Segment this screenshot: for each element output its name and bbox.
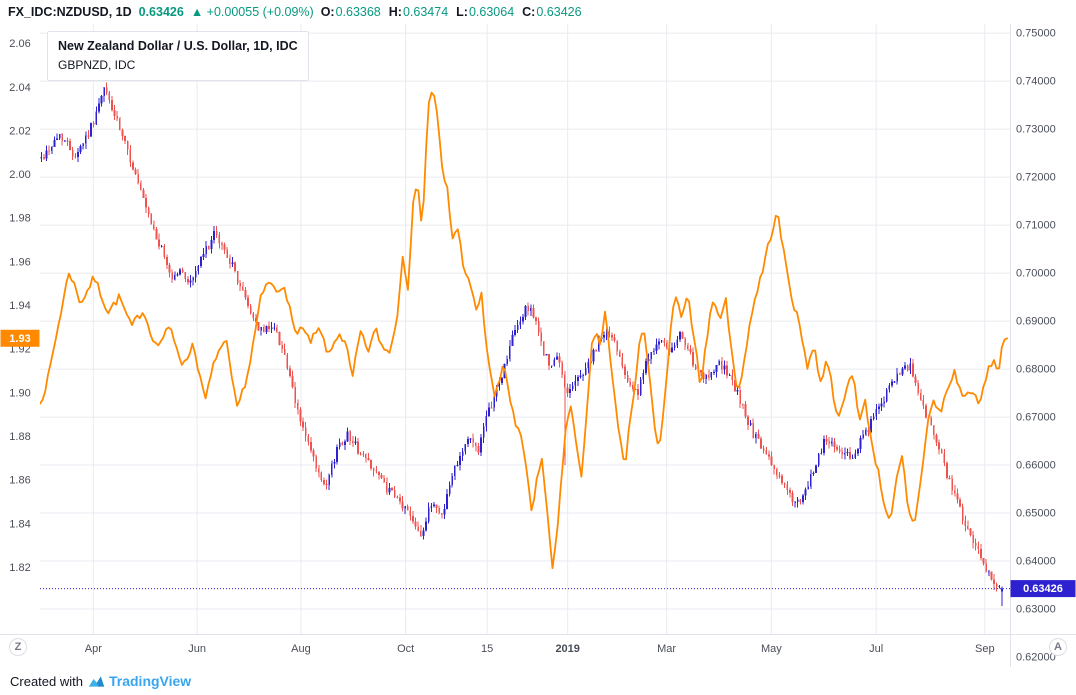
svg-text:Sep: Sep	[975, 643, 995, 655]
svg-text:1.88: 1.88	[9, 431, 30, 443]
svg-text:2019: 2019	[555, 643, 579, 655]
svg-text:1.82: 1.82	[9, 562, 30, 574]
auto-scale-button[interactable]: A	[1049, 638, 1067, 656]
svg-text:0.74000: 0.74000	[1016, 76, 1056, 88]
price-change: ▲ +0.00055 (+0.09%)	[190, 5, 314, 19]
symbol-name[interactable]: FX_IDC:NZDUSD, 1D	[8, 5, 132, 19]
svg-text:0.69000: 0.69000	[1016, 316, 1056, 328]
svg-text:0.63426: 0.63426	[1023, 583, 1063, 595]
attribution-footer: Created with TradingView	[0, 667, 1076, 695]
symbol-header: FX_IDC:NZDUSD, 1D 0.63426 ▲ +0.00055 (+0…	[0, 0, 1076, 24]
price-chart[interactable]: 2.062.042.022.001.981.961.941.921.901.88…	[0, 24, 1076, 667]
svg-text:0.63000: 0.63000	[1016, 604, 1056, 616]
svg-text:2.04: 2.04	[9, 82, 30, 94]
ohlc-item: C: 0.63426	[522, 5, 582, 19]
svg-text:May: May	[761, 643, 782, 655]
svg-text:0.71000: 0.71000	[1016, 220, 1056, 232]
svg-text:0.68000: 0.68000	[1016, 364, 1056, 376]
tradingview-logo-icon	[88, 675, 105, 687]
svg-text:0.75000: 0.75000	[1016, 28, 1056, 40]
chart-legend[interactable]: New Zealand Dollar / U.S. Dollar, 1D, ID…	[47, 31, 309, 81]
ohlc-item: O: 0.63368	[320, 5, 381, 19]
svg-text:1.94: 1.94	[9, 300, 30, 312]
legend-main-symbol[interactable]: New Zealand Dollar / U.S. Dollar, 1D, ID…	[58, 39, 298, 53]
svg-text:1.93: 1.93	[9, 333, 30, 345]
svg-text:Apr: Apr	[85, 643, 102, 655]
tradingview-link[interactable]: TradingView	[88, 673, 191, 689]
svg-text:0.62000: 0.62000	[1016, 652, 1056, 664]
svg-text:0.72000: 0.72000	[1016, 172, 1056, 184]
svg-text:1.96: 1.96	[9, 256, 30, 268]
svg-text:2.06: 2.06	[9, 38, 30, 50]
svg-text:Jun: Jun	[188, 643, 206, 655]
svg-text:1.98: 1.98	[9, 213, 30, 225]
ohlc-values: O: 0.63368 H: 0.63474 L: 0.63064 C: 0.63426	[321, 5, 582, 19]
svg-text:Jul: Jul	[869, 643, 883, 655]
svg-text:1.84: 1.84	[9, 518, 30, 530]
svg-text:0.65000: 0.65000	[1016, 508, 1056, 520]
last-price: 0.63426	[138, 5, 184, 19]
legend-compare-symbol[interactable]: GBPNZD, IDC	[58, 57, 136, 72]
svg-text:Oct: Oct	[397, 643, 414, 655]
timezone-button[interactable]: Z	[9, 638, 27, 656]
svg-text:0.67000: 0.67000	[1016, 412, 1056, 424]
svg-text:0.70000: 0.70000	[1016, 268, 1056, 280]
svg-text:2.02: 2.02	[9, 125, 30, 137]
ohlc-item: H: 0.63474	[388, 5, 449, 19]
ohlc-item: L: 0.63064	[456, 5, 515, 19]
created-with-text: Created with	[10, 673, 83, 689]
svg-text:0.64000: 0.64000	[1016, 556, 1056, 568]
svg-text:0.73000: 0.73000	[1016, 124, 1056, 136]
svg-text:15: 15	[481, 643, 493, 655]
tradingview-wordmark: TradingView	[108, 673, 192, 689]
svg-text:2.00: 2.00	[9, 169, 30, 181]
svg-text:Aug: Aug	[291, 643, 311, 655]
svg-text:Mar: Mar	[657, 643, 676, 655]
svg-text:1.90: 1.90	[9, 387, 30, 399]
svg-text:0.66000: 0.66000	[1016, 460, 1056, 472]
svg-text:1.86: 1.86	[9, 475, 30, 487]
